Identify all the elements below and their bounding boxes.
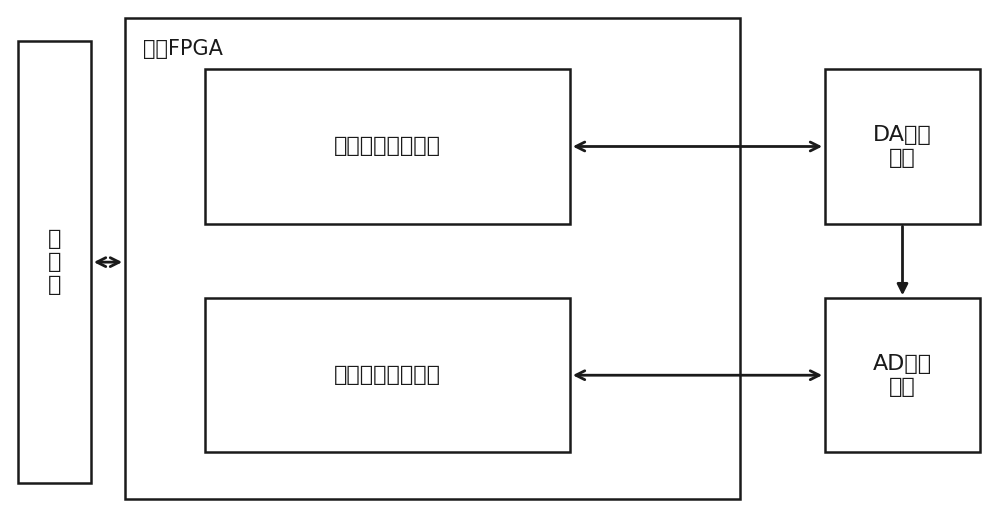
Bar	[18, 41, 91, 483]
Text: 主
机
端: 主 机 端	[48, 229, 61, 296]
Bar	[125, 18, 740, 499]
Text: 日标FPGA: 日标FPGA	[143, 39, 223, 59]
Bar	[825, 69, 980, 224]
Text: 波形数据测量模块: 波形数据测量模块	[334, 365, 441, 385]
Text: DA转换
设备: DA转换 设备	[873, 125, 932, 168]
Bar	[205, 298, 570, 452]
Bar	[825, 298, 980, 452]
Bar	[205, 69, 570, 224]
Text: AD转换
设备: AD转换 设备	[873, 354, 932, 397]
Text: 波形数据生成模块: 波形数据生成模块	[334, 137, 441, 156]
